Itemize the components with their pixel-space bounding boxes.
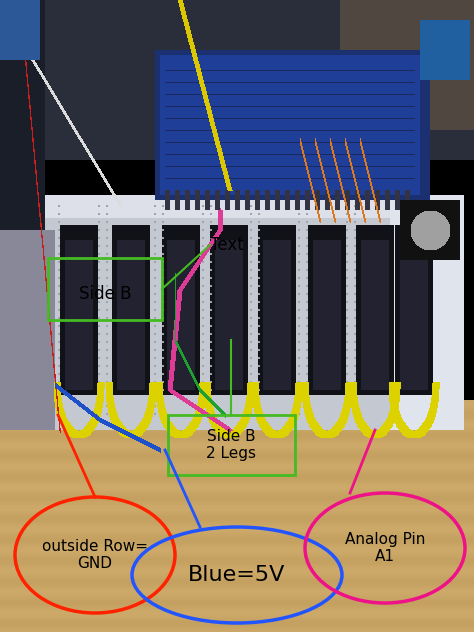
Bar xyxy=(48,258,162,320)
Text: Side B
2 Legs: Side B 2 Legs xyxy=(206,428,256,461)
Text: Side B: Side B xyxy=(79,285,131,303)
Text: Text: Text xyxy=(210,236,244,254)
Text: outside Row=
GND: outside Row= GND xyxy=(42,539,148,571)
Bar xyxy=(168,415,295,475)
Text: Analog Pin
A1: Analog Pin A1 xyxy=(345,532,425,564)
Text: Blue=5V: Blue=5V xyxy=(188,565,286,585)
